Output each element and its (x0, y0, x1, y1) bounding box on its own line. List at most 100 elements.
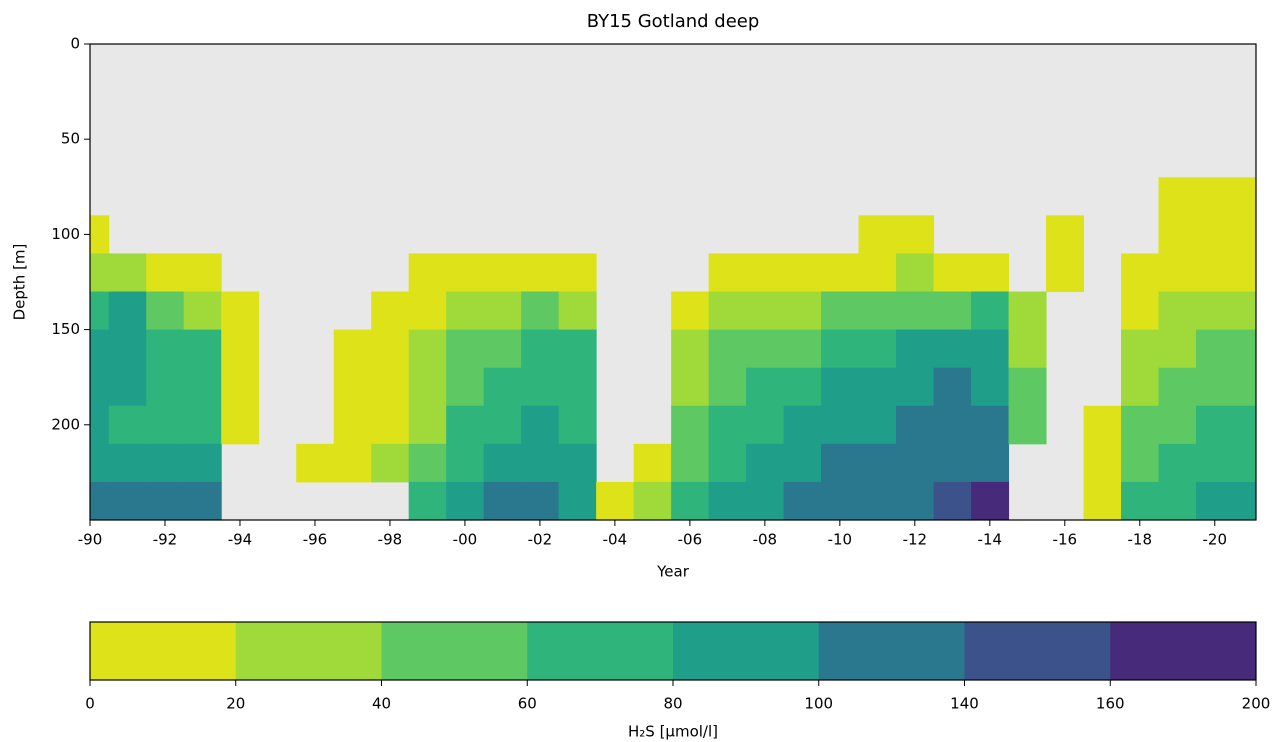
contour-cell (108, 253, 147, 293)
contour-cell (408, 367, 447, 407)
contour-cell (371, 291, 410, 331)
x-tick-label: -16 (1053, 531, 1078, 549)
contour-cell (896, 405, 935, 445)
contour-cell (858, 329, 897, 369)
contour-cell (1121, 291, 1160, 331)
contour-cell (1158, 367, 1197, 407)
contour-cell (708, 291, 747, 331)
contour-cell (596, 481, 635, 521)
contour-cell (896, 367, 935, 407)
contour-cell (971, 443, 1010, 483)
contour-cell (1158, 253, 1197, 293)
x-tick-label: -98 (378, 531, 403, 549)
contour-cell (708, 253, 747, 293)
contour-cell (146, 291, 185, 331)
contour-cell (858, 367, 897, 407)
contour-cell (821, 367, 860, 407)
contour-cell (183, 291, 222, 331)
contour-cell (446, 291, 485, 331)
x-tick-label: -90 (78, 531, 103, 549)
contour-cell (858, 405, 897, 445)
contour-cell (671, 481, 710, 521)
contour-cell (183, 253, 222, 293)
contour-cell (746, 367, 785, 407)
contour-cell (558, 367, 597, 407)
colorbar-segment (527, 622, 674, 680)
contour-cell (183, 329, 222, 369)
contour-cell (1158, 405, 1197, 445)
x-tick-label: -10 (828, 531, 853, 549)
contour-cell (483, 405, 522, 445)
contour-cell (671, 405, 710, 445)
contour-cell (896, 329, 935, 369)
chart-title: BY15 Gotland deep (587, 11, 760, 32)
y-tick-label: 200 (51, 415, 80, 433)
colorbar-segment (235, 622, 382, 680)
contour-cell (1121, 253, 1160, 293)
x-tick-label: -06 (678, 531, 703, 549)
x-axis-label: Year (656, 563, 690, 581)
contour-cell (108, 329, 147, 369)
contour-cell (108, 481, 147, 521)
contour-cell (1158, 443, 1197, 483)
contour-cell (671, 291, 710, 331)
contour-cell (1196, 443, 1235, 483)
contour-cell (633, 443, 672, 483)
contour-cell (1121, 367, 1160, 407)
contour-cell (90, 443, 110, 483)
contour-cell (483, 443, 522, 483)
contour-cell (933, 405, 972, 445)
contour-cell (558, 329, 597, 369)
contour-cell (971, 253, 1010, 293)
contour-cell (1233, 253, 1257, 293)
colorbar-segment (818, 622, 965, 680)
colorbar-tick-label: 200 (1242, 695, 1271, 713)
contour-cell (371, 443, 410, 483)
contour-cell (521, 405, 560, 445)
contour-cell (783, 367, 822, 407)
contour-cell (1233, 329, 1257, 369)
contour-cell (108, 291, 147, 331)
contour-cell (1008, 367, 1047, 407)
contour-cell (1196, 329, 1235, 369)
contour-cell (558, 253, 597, 293)
contour-cell (1196, 405, 1235, 445)
contour-cell (146, 405, 185, 445)
contour-cell (1196, 481, 1235, 521)
x-tick-label: -96 (303, 531, 328, 549)
contour-cell (183, 443, 222, 483)
contour-cell (371, 367, 410, 407)
contour-cell (108, 443, 147, 483)
colorbar-label: H₂S [µmol/l] (628, 723, 718, 741)
contour-cell (633, 481, 672, 521)
colorbar-tick-label: 0 (85, 695, 95, 713)
y-tick-label: 50 (61, 130, 80, 148)
contour-cell (1121, 443, 1160, 483)
contour-cell (1196, 253, 1235, 293)
contour-cell (1121, 405, 1160, 445)
contour-cell (483, 367, 522, 407)
y-axis-label: Depth [m] (11, 244, 29, 321)
contour-cell (446, 405, 485, 445)
contour-cell (183, 481, 222, 521)
contour-cell (221, 405, 260, 445)
colorbar-segment (381, 622, 528, 680)
contour-cell (671, 367, 710, 407)
contour-cell (221, 329, 260, 369)
contour-cell (371, 405, 410, 445)
contour-cell (708, 405, 747, 445)
contour-cell (446, 367, 485, 407)
x-tick-label: -00 (453, 531, 478, 549)
contour-cell (90, 253, 110, 293)
contour-cell (746, 329, 785, 369)
contour-cell (971, 291, 1010, 331)
contour-cell (821, 481, 860, 521)
contour-cell (821, 405, 860, 445)
contour-cell (1233, 291, 1257, 331)
contour-cell (708, 367, 747, 407)
contour-cell (146, 443, 185, 483)
contour-cell (783, 405, 822, 445)
contour-cell (1121, 481, 1160, 521)
colorbar-tick-label: 20 (226, 695, 245, 713)
